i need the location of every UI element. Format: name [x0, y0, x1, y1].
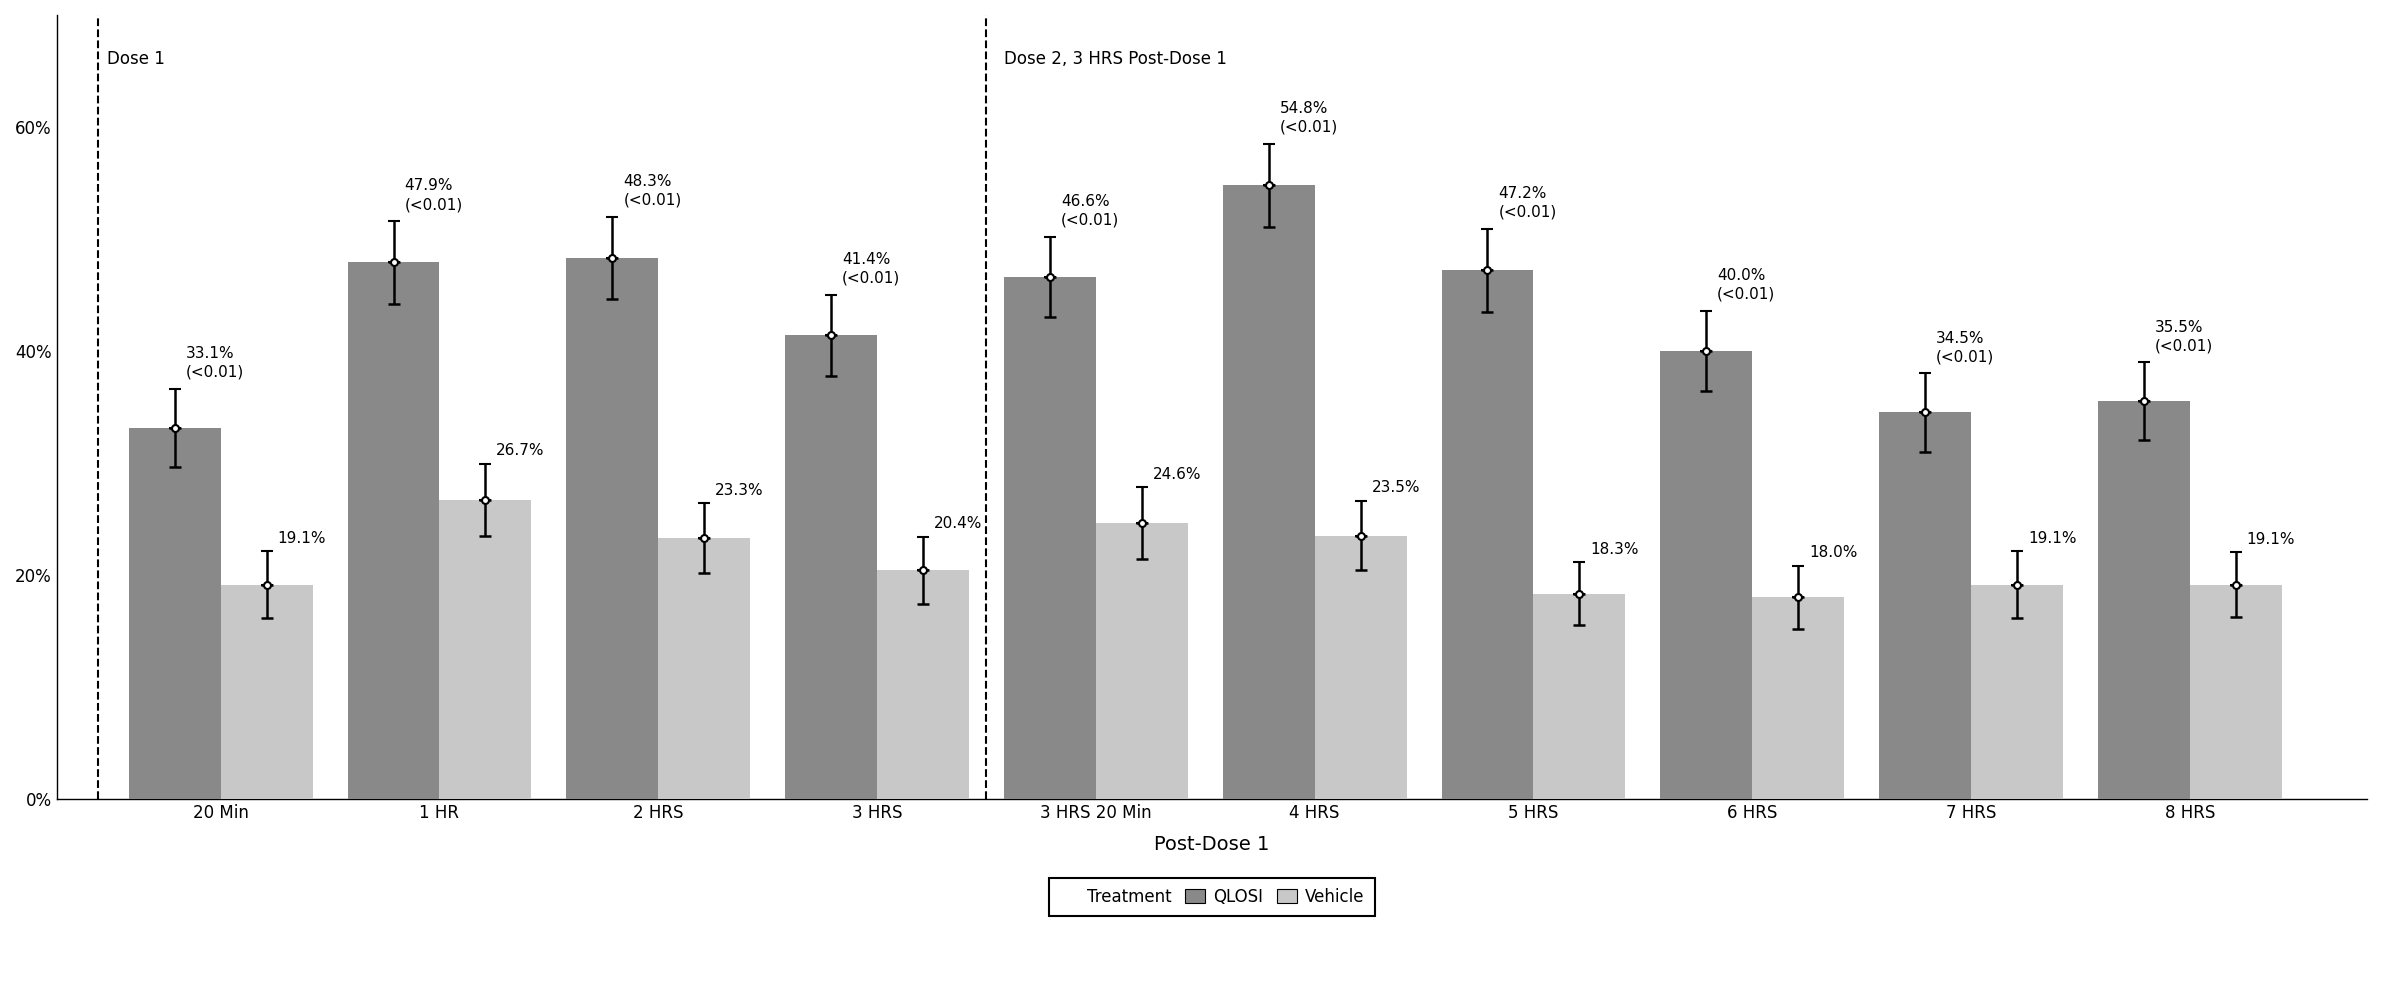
- Text: 47.9%
(<0.01): 47.9% (<0.01): [405, 178, 462, 212]
- Text: 35.5%
(<0.01): 35.5% (<0.01): [2156, 319, 2213, 353]
- Bar: [441, 500, 531, 799]
- Legend: Treatment, QLOSI, Vehicle: Treatment, QLOSI, Vehicle: [1048, 878, 1374, 916]
- Text: 24.6%: 24.6%: [1153, 466, 1201, 482]
- Bar: [1534, 594, 1625, 799]
- Text: 54.8%
(<0.01): 54.8% (<0.01): [1279, 102, 1339, 135]
- Bar: [348, 262, 441, 799]
- Text: 34.5%
(<0.01): 34.5% (<0.01): [1937, 330, 1994, 364]
- Text: 18.0%: 18.0%: [1808, 545, 1858, 560]
- Text: 41.4%
(<0.01): 41.4% (<0.01): [843, 252, 900, 286]
- Bar: [1879, 412, 1970, 799]
- Bar: [1753, 598, 1844, 799]
- Bar: [129, 428, 222, 799]
- Bar: [1096, 524, 1189, 799]
- Text: 26.7%: 26.7%: [495, 444, 545, 458]
- Text: 23.5%: 23.5%: [1372, 480, 1420, 495]
- Text: 33.1%
(<0.01): 33.1% (<0.01): [186, 346, 243, 380]
- Text: Dose 2, 3 HRS Post-Dose 1: Dose 2, 3 HRS Post-Dose 1: [1003, 50, 1227, 68]
- Bar: [567, 258, 657, 799]
- Text: 20.4%: 20.4%: [934, 516, 981, 531]
- Text: 18.3%: 18.3%: [1591, 542, 1639, 557]
- X-axis label: Post-Dose 1: Post-Dose 1: [1155, 835, 1270, 855]
- Bar: [877, 570, 969, 799]
- Text: Dose 1: Dose 1: [107, 50, 164, 68]
- Bar: [2099, 401, 2189, 799]
- Bar: [1441, 270, 1534, 799]
- Bar: [2189, 585, 2282, 799]
- Text: 19.1%: 19.1%: [2246, 531, 2296, 547]
- Text: 48.3%
(<0.01): 48.3% (<0.01): [624, 174, 681, 208]
- Text: 47.2%
(<0.01): 47.2% (<0.01): [1498, 186, 1558, 220]
- Bar: [1315, 535, 1405, 799]
- Bar: [657, 537, 750, 799]
- Bar: [1970, 585, 2063, 799]
- Text: 19.1%: 19.1%: [279, 530, 326, 545]
- Text: 40.0%
(<0.01): 40.0% (<0.01): [1717, 268, 1775, 302]
- Text: 23.3%: 23.3%: [715, 482, 765, 498]
- Text: 19.1%: 19.1%: [2027, 530, 2077, 545]
- Text: 46.6%
(<0.01): 46.6% (<0.01): [1060, 194, 1120, 228]
- Bar: [1222, 185, 1315, 799]
- Bar: [1003, 277, 1096, 799]
- Bar: [222, 585, 312, 799]
- Bar: [1660, 351, 1753, 799]
- Bar: [786, 335, 877, 799]
